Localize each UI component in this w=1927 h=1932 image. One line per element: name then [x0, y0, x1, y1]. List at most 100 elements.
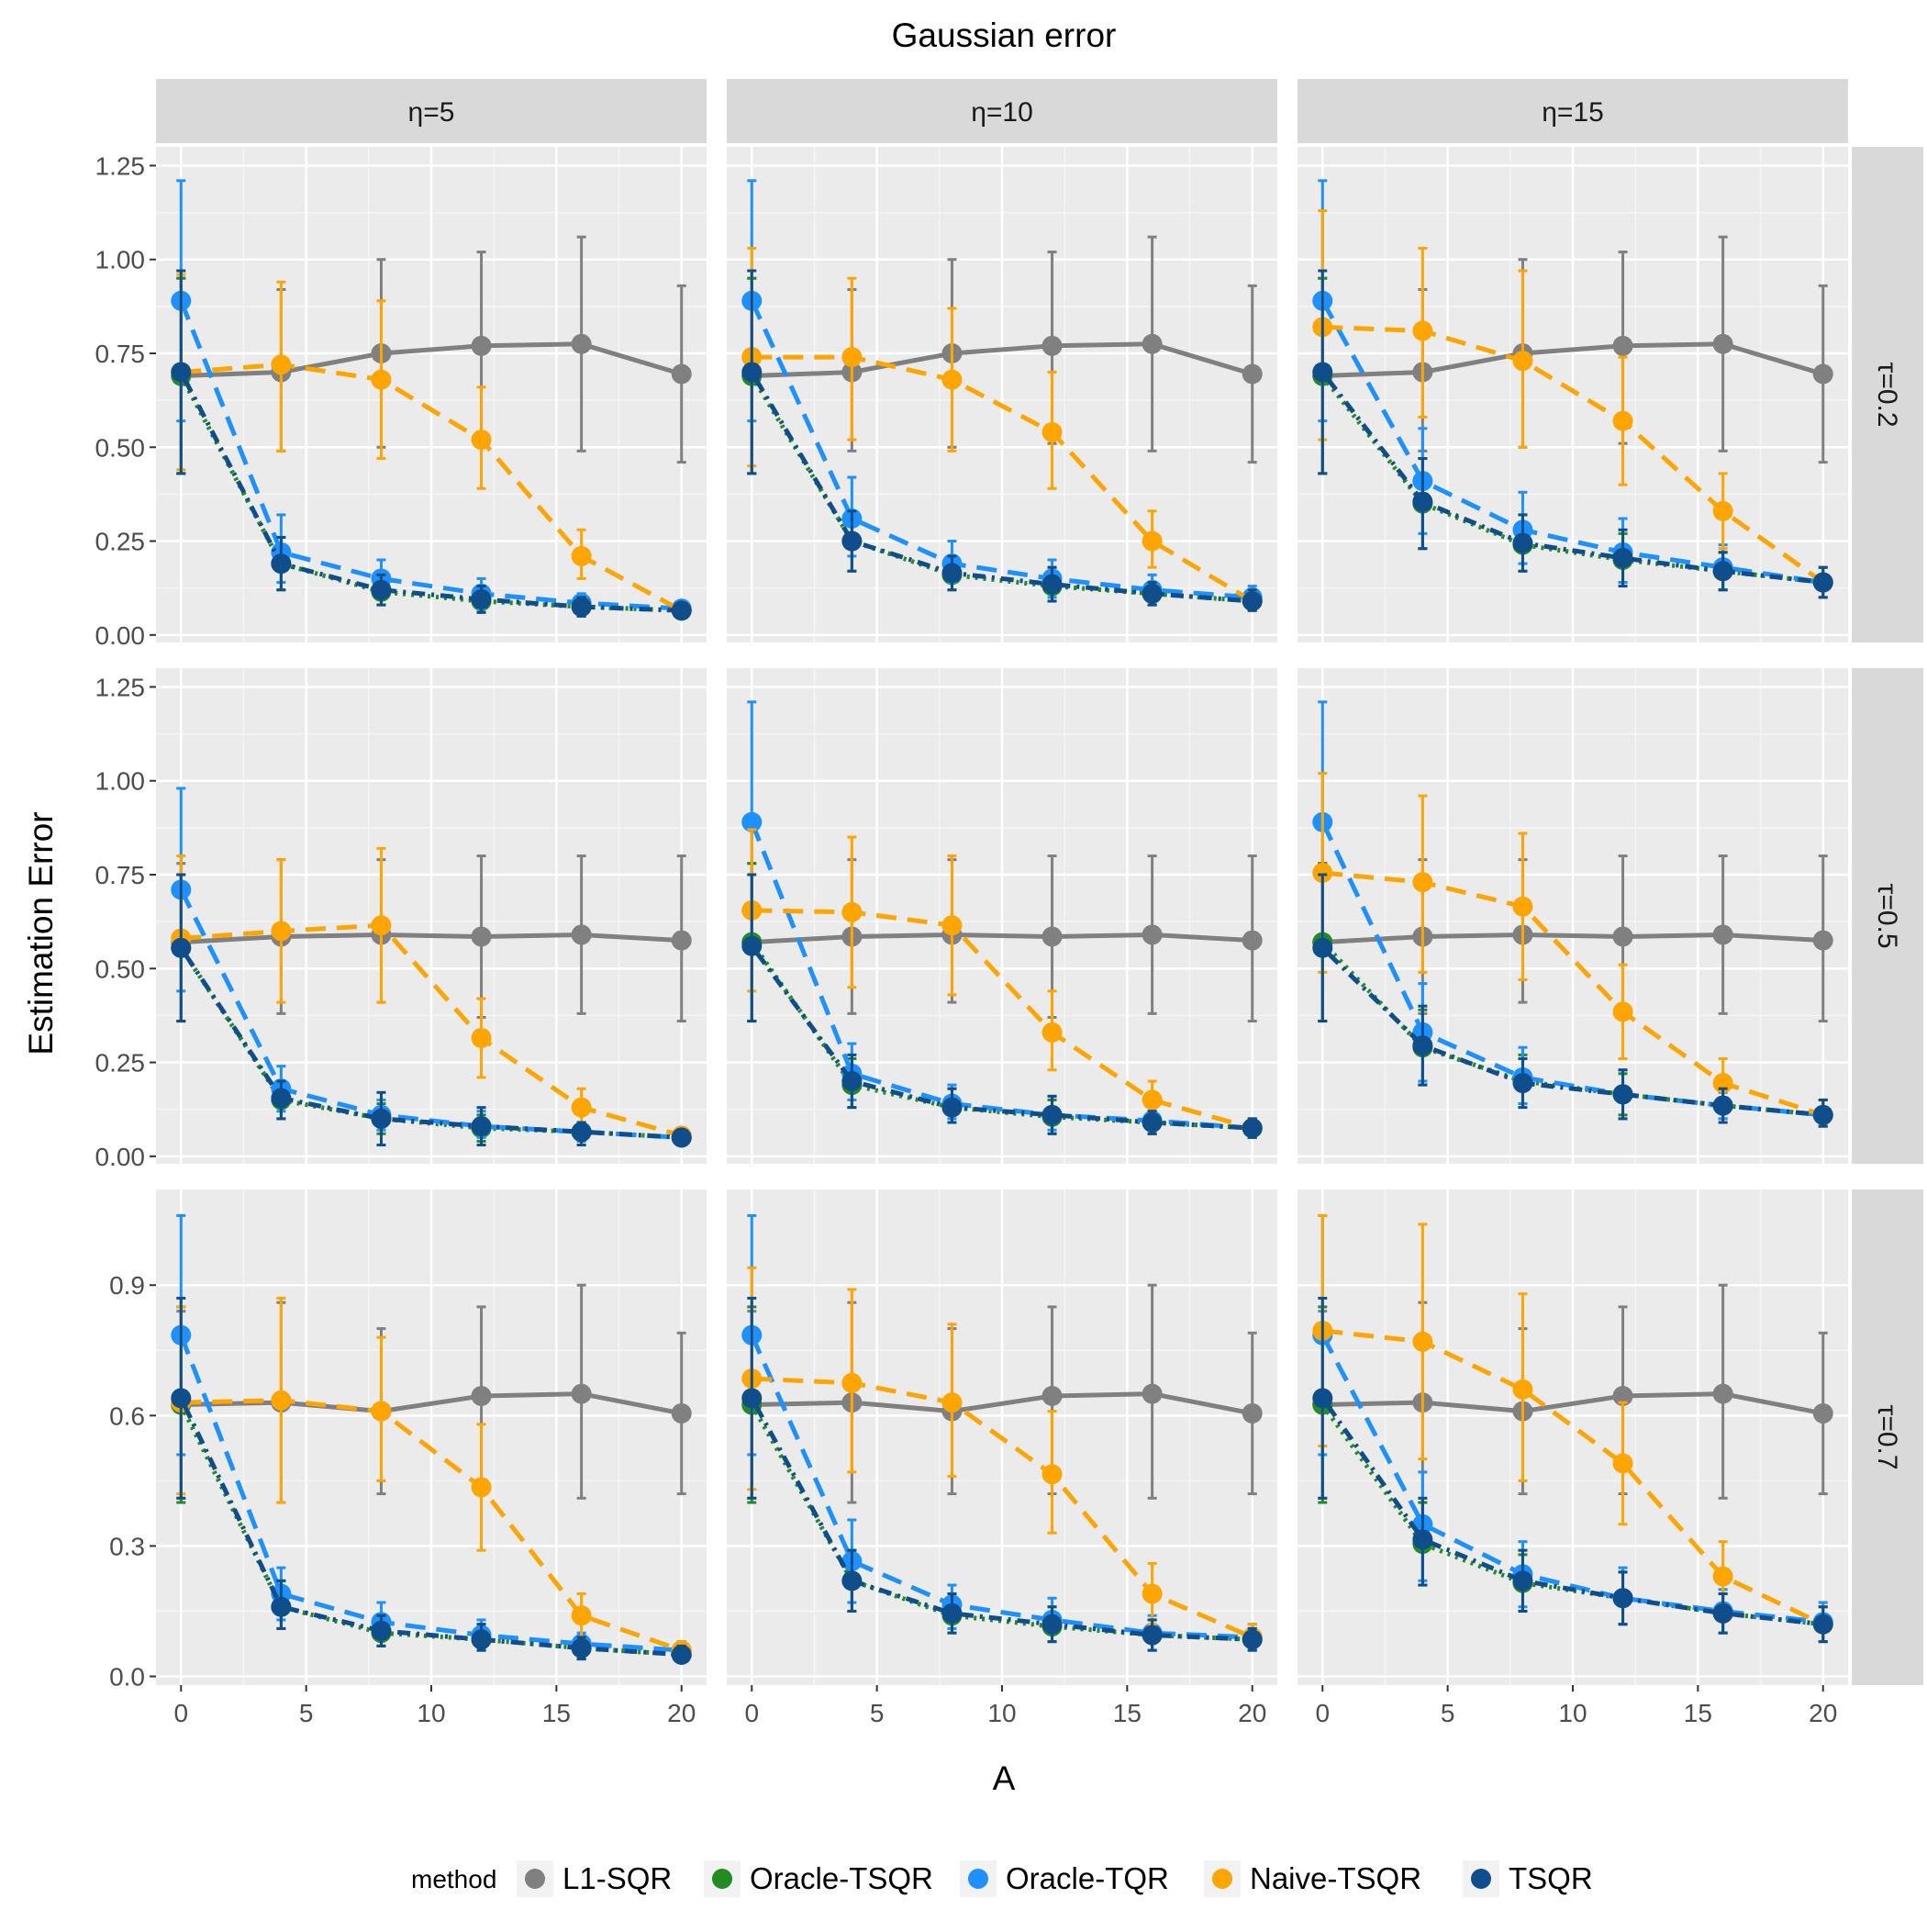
- data-point: [671, 1644, 692, 1665]
- data-point: [1712, 333, 1733, 354]
- data-point: [1041, 926, 1063, 947]
- data-point: [571, 1097, 592, 1118]
- data-point: [941, 1097, 963, 1118]
- data-point: [271, 354, 292, 375]
- data-point: [841, 1570, 863, 1591]
- series-line: [181, 1391, 683, 1416]
- series-line: [752, 354, 1253, 604]
- data-point: [1512, 896, 1533, 917]
- y-tick-label: 0.50: [95, 955, 146, 983]
- legend-label: Naive-TSQR: [1250, 1861, 1421, 1895]
- series-tsqr: [741, 1296, 1263, 1652]
- data-point: [1612, 1084, 1633, 1105]
- x-tick-label: 20: [667, 1699, 696, 1727]
- y-tick-label: 0.00: [95, 1143, 146, 1171]
- data-point: [371, 1401, 392, 1422]
- data-point: [1612, 335, 1633, 356]
- data-point: [471, 1629, 492, 1650]
- data-point: [1041, 1386, 1063, 1406]
- data-point: [671, 1402, 692, 1424]
- data-point: [1312, 937, 1333, 958]
- data-point: [1142, 333, 1163, 354]
- panel: [1298, 147, 1848, 642]
- data-point: [1712, 561, 1733, 582]
- row-strip: [1852, 668, 1923, 1164]
- data-point: [1041, 335, 1063, 356]
- data-point: [1041, 1614, 1063, 1635]
- series-line: [181, 341, 683, 378]
- series-line: [1322, 1391, 1824, 1416]
- data-point: [571, 1605, 592, 1626]
- legend-label: TSQR: [1509, 1861, 1593, 1895]
- data-point: [471, 1116, 492, 1137]
- data-point: [1312, 862, 1333, 883]
- data-point: [1142, 530, 1163, 552]
- y-tick-label: 0.6: [109, 1402, 145, 1430]
- data-point: [1412, 1529, 1433, 1550]
- legend-swatch: [1471, 1869, 1491, 1889]
- data-point: [571, 1383, 592, 1404]
- y-tick-label: 0.0: [109, 1663, 145, 1692]
- series-line: [1320, 299, 1824, 585]
- data-point: [941, 563, 963, 584]
- y-tick-label: 0.00: [95, 621, 146, 650]
- data-point: [471, 588, 492, 609]
- x-tick-label: 20: [1809, 1699, 1837, 1727]
- data-point: [1712, 1603, 1733, 1624]
- panel: 0 5 10 15 20: [1298, 1189, 1848, 1727]
- data-point: [571, 333, 592, 354]
- x-tick-label: 5: [1441, 1699, 1455, 1727]
- legend-label: Oracle-TQR: [1006, 1861, 1169, 1895]
- legend: method L1-SQR Oracle-TSQR Oracle-TQR Naive-T…: [411, 1860, 1593, 1897]
- data-point: [1812, 1614, 1833, 1635]
- data-point: [371, 1108, 392, 1129]
- data-point: [1041, 1022, 1063, 1043]
- data-point: [1512, 1379, 1533, 1400]
- data-point: [471, 926, 492, 947]
- series-line: [1322, 932, 1823, 945]
- data-point: [571, 1122, 592, 1143]
- data-point: [171, 937, 192, 958]
- data-point: [741, 811, 763, 832]
- y-tick-label: 0.75: [95, 861, 146, 889]
- legend-label: L1-SQR: [563, 1861, 672, 1895]
- series-line: [181, 362, 683, 613]
- series-tsqr: [1312, 1296, 1833, 1644]
- data-point: [1142, 924, 1163, 945]
- data-point: [671, 930, 692, 951]
- data-point: [1612, 1386, 1633, 1406]
- data-point: [1041, 1464, 1063, 1485]
- y-tick-label: 0.25: [95, 1049, 146, 1078]
- data-point: [1712, 924, 1733, 945]
- x-tick-label: 15: [1113, 1699, 1142, 1727]
- legend-entry: Naive-TSQR: [1204, 1860, 1421, 1897]
- data-point: [1612, 1453, 1633, 1474]
- series-line: [1320, 374, 1823, 585]
- data-point: [941, 915, 963, 936]
- data-point: [1812, 1402, 1833, 1424]
- y-axis-label: Estimation Error: [22, 811, 60, 1055]
- legend-entry: Oracle-TSQR: [704, 1860, 933, 1897]
- data-point: [571, 1637, 592, 1658]
- panel: [727, 147, 1277, 642]
- y-tick-label: 1.25: [95, 673, 146, 701]
- series-line: [750, 299, 1253, 600]
- data-point: [941, 1392, 963, 1413]
- series-line: [179, 1397, 682, 1658]
- data-point: [1142, 583, 1163, 604]
- series-tsqr: [171, 1296, 692, 1665]
- data-point: [571, 924, 592, 945]
- series-line: [1320, 370, 1823, 585]
- row-strip-label: τ=0.7: [1872, 1404, 1902, 1469]
- data-point: [471, 1027, 492, 1048]
- data-point: [171, 1388, 192, 1409]
- data-point: [841, 1071, 863, 1091]
- data-point: [1412, 872, 1433, 893]
- column-strip-label: η=15: [1542, 97, 1604, 128]
- data-point: [371, 915, 392, 936]
- data-point: [271, 1596, 292, 1617]
- data-point: [1612, 1588, 1633, 1609]
- data-point: [1812, 1104, 1833, 1125]
- legend-entry: L1-SQR: [517, 1860, 672, 1897]
